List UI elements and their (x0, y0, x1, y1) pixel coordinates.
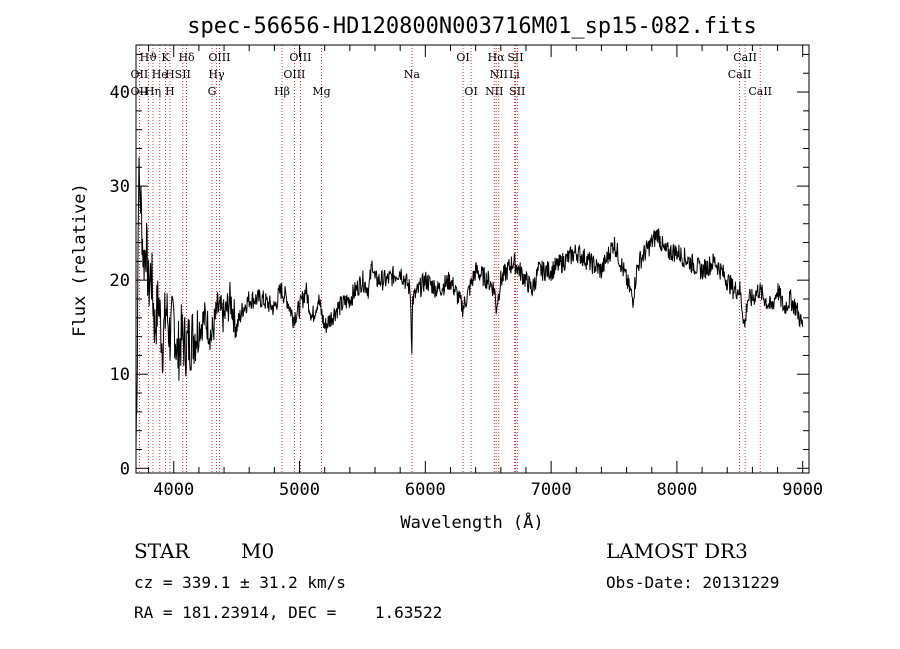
x-tick-label: 4000 (153, 480, 194, 500)
emission-line-label: Hα (488, 51, 506, 64)
emission-line-label: NII (485, 85, 503, 98)
emission-line-label: OI (456, 51, 469, 64)
y-axis: 0 10 20 30 40 (110, 53, 809, 479)
x-tick-label: 8000 (656, 480, 697, 500)
emission-line-label: OIII (208, 51, 230, 64)
emission-line-label: Li (509, 68, 520, 81)
emission-line-label: Hη (145, 85, 161, 98)
emission-line-label: OIII (283, 68, 305, 81)
emission-line-label: OI (464, 85, 477, 98)
emission-line-label: NII (490, 68, 508, 81)
x-tick-label: 5000 (279, 480, 320, 500)
observation-date: Obs-Date: 20131229 (606, 573, 780, 592)
y-tick-label: 10 (110, 365, 130, 385)
redshift-velocity: cz = 339.1 ± 31.2 km/s (134, 573, 346, 592)
x-tick-label: 9000 (782, 480, 823, 500)
emission-line-label: SII (509, 85, 525, 98)
x-tick-label: 6000 (405, 480, 446, 500)
emission-line-label: Mg (312, 85, 330, 98)
emission-line-label: SII (507, 51, 523, 64)
emission-line-label: G (208, 85, 217, 98)
x-axis-label: Wavelength (Å) (400, 511, 543, 533)
emission-line-label: He (152, 68, 168, 81)
plot-frame (135, 44, 810, 474)
emission-line-label: CaII (748, 85, 772, 98)
emission-line-label: Hγ (208, 68, 225, 81)
coordinates: RA = 181.23914, DEC = 1.63522 (134, 603, 443, 622)
emission-line-markers (138, 45, 761, 473)
emission-line-label: CaII (733, 51, 757, 64)
survey-name: LAMOST DR3 (606, 539, 748, 563)
chart-title: spec-56656-HD120800N003716M01_sp15-082.f… (187, 14, 757, 39)
x-tick-label: 7000 (531, 480, 572, 500)
emission-line-label: OII (131, 85, 149, 98)
y-tick-label: 30 (110, 177, 130, 197)
y-tick-label: 40 (110, 83, 130, 103)
emission-line-label: CaII (728, 68, 752, 81)
emission-line-label: Hϑ (140, 51, 158, 64)
x-axis: 4000 5000 6000 7000 8000 9000 (148, 45, 823, 500)
object-type: STAR (134, 539, 190, 563)
emission-line-label: Hβ (274, 85, 290, 98)
emission-line-label: H (165, 85, 175, 98)
emission-line-label: K (161, 51, 170, 64)
emission-line-label: H (165, 68, 175, 81)
spectrum-line (135, 157, 804, 451)
subclass: M0 (241, 539, 275, 563)
y-tick-label: 0 (120, 459, 130, 479)
emission-line-label: OII (131, 68, 149, 81)
emission-line-label: SII (175, 68, 191, 81)
y-axis-label: Flux (relative) (70, 183, 90, 337)
emission-line-label: Hδ (178, 51, 195, 64)
y-tick-label: 20 (110, 271, 130, 291)
emission-line-label: Na (404, 68, 421, 81)
emission-line-label: OIII (289, 51, 311, 64)
